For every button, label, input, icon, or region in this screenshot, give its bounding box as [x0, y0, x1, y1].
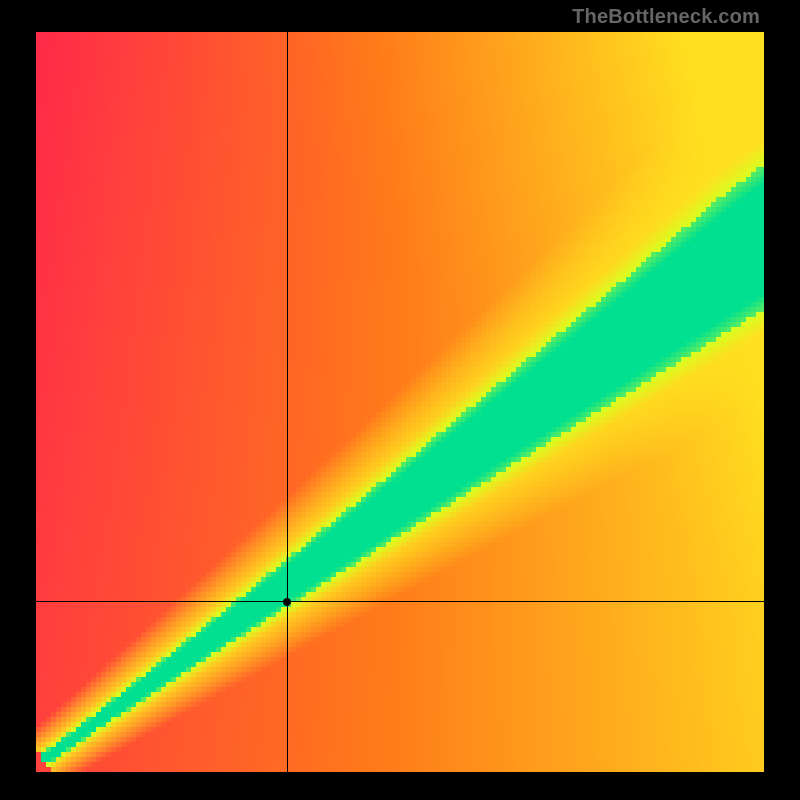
- watermark-text: TheBottleneck.com: [572, 6, 760, 29]
- crosshair-marker: [283, 598, 291, 606]
- crosshair-vertical: [287, 32, 288, 772]
- chart-container: TheBottleneck.com: [0, 0, 800, 800]
- crosshair-horizontal: [36, 601, 764, 602]
- heatmap-canvas: [36, 32, 764, 772]
- plot-area: [36, 32, 764, 772]
